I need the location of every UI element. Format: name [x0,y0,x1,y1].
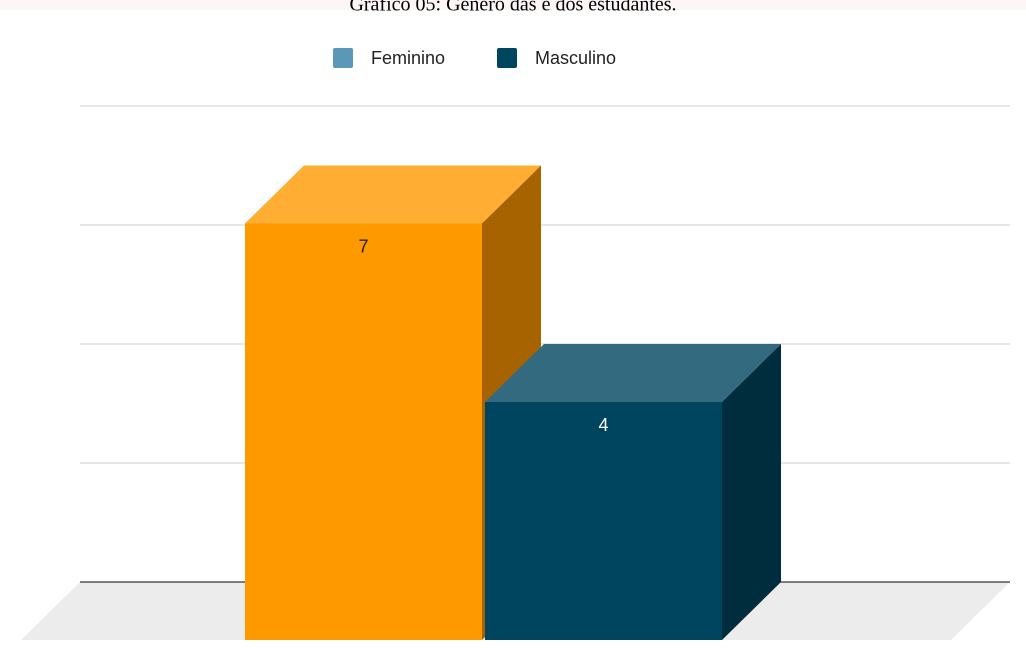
bar-side [722,344,781,640]
legend-swatch [333,48,353,68]
top-strip [0,0,1026,10]
bar [245,223,482,640]
data-label: 7 [358,236,368,256]
bar-top [245,165,541,224]
chart-title: Gráfico 05: Gênero das e dos estudantes. [349,0,676,16]
data-label: 4 [598,415,608,435]
bar-top [485,344,781,402]
legend-swatch [497,48,517,68]
legend-label: Feminino [371,48,445,68]
bar [485,402,722,640]
legend-label: Masculino [535,48,616,68]
